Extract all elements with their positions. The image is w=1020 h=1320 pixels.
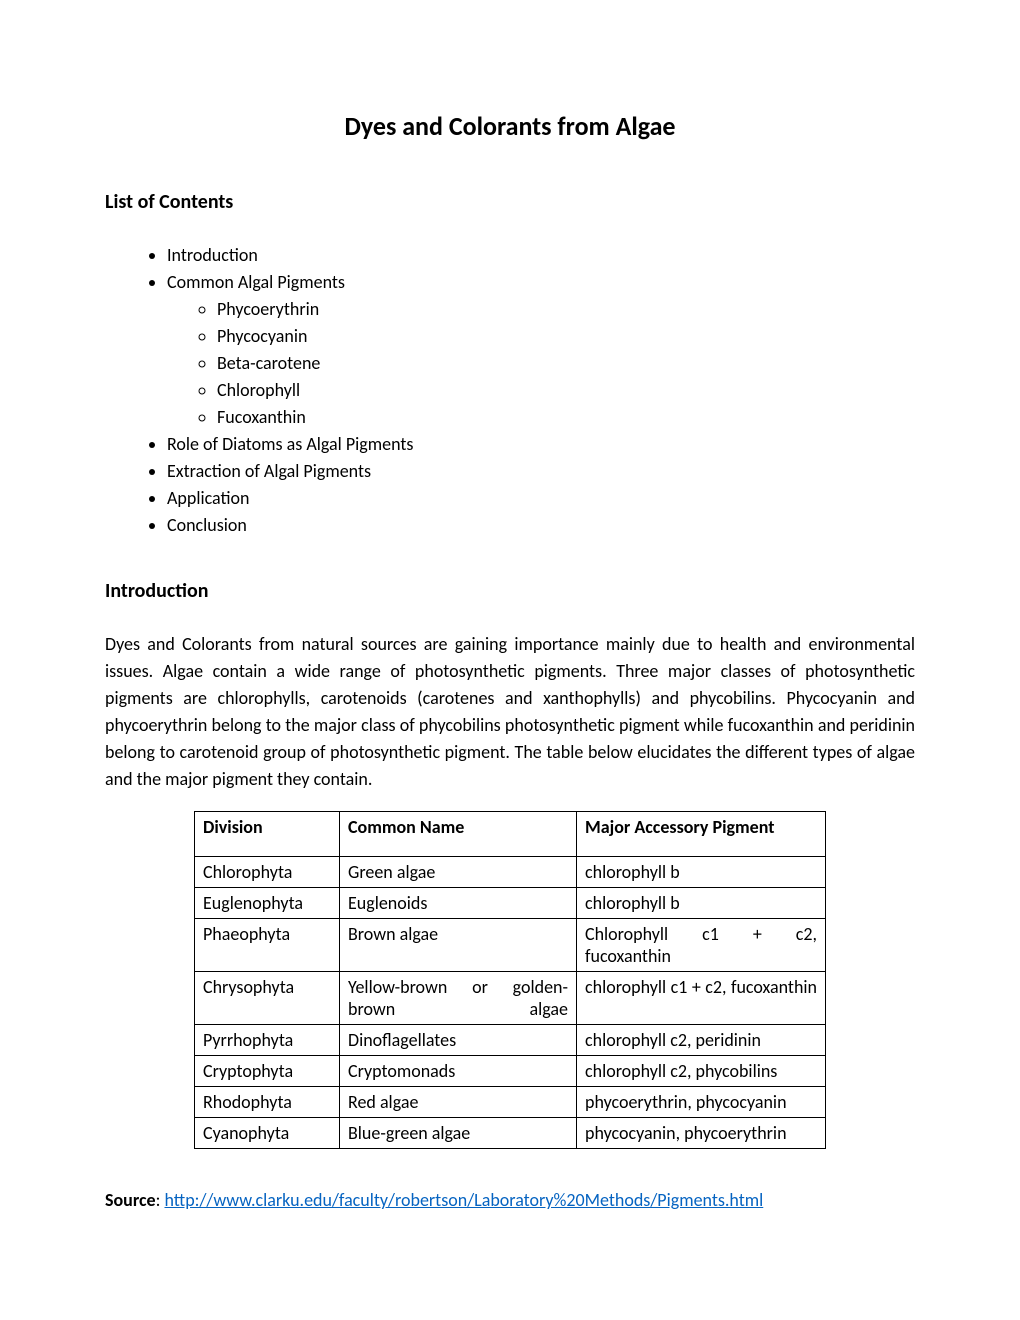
cell-pigment: chlorophyll b <box>577 857 826 888</box>
cell-pigment: phycocyanin, phycoerythrin <box>577 1118 826 1149</box>
cell-pigment: chlorophyll c2, phycobilins <box>577 1056 826 1087</box>
table-row: EuglenophytaEuglenoidschlorophyll b <box>195 888 826 919</box>
cell-pigment: Chlorophyll c1 + c2, fucoxanthin <box>577 919 826 972</box>
cell-division: Rhodophyta <box>195 1087 340 1118</box>
list-item: Fucoxanthin <box>217 404 915 431</box>
table-row: PyrrhophytaDinoflagellateschlorophyll c2… <box>195 1025 826 1056</box>
cell-pigment: chlorophyll c1 + c2, fucoxanthin <box>577 972 826 1025</box>
cell-common-name: Cryptomonads <box>340 1056 577 1087</box>
contents-heading: List of Contents <box>105 190 915 214</box>
list-item: Phycocyanin <box>217 323 915 350</box>
cell-division: Euglenophyta <box>195 888 340 919</box>
cell-division: Phaeophyta <box>195 919 340 972</box>
list-item: Conclusion <box>167 512 915 539</box>
cell-pigment: phycoerythrin, phycocyanin <box>577 1087 826 1118</box>
page-title: Dyes and Colorants from Algae <box>105 110 915 142</box>
table-row: CryptophytaCryptomonadschlorophyll c2, p… <box>195 1056 826 1087</box>
cell-common-name: Blue-green algae <box>340 1118 577 1149</box>
source-label: Source <box>105 1189 156 1211</box>
list-item: Chlorophyll <box>217 377 915 404</box>
table-row: CyanophytaBlue-green algaephycocyanin, p… <box>195 1118 826 1149</box>
introduction-heading: Introduction <box>105 579 915 603</box>
table-row: ChrysophytaYellow-brown or golden-brown … <box>195 972 826 1025</box>
table-body: ChlorophytaGreen algaechlorophyll bEugle… <box>195 857 826 1149</box>
cell-division: Chlorophyta <box>195 857 340 888</box>
list-item-label: Common Algal Pigments <box>167 271 345 293</box>
table-row: ChlorophytaGreen algaechlorophyll b <box>195 857 826 888</box>
table-row: PhaeophytaBrown algaeChlorophyll c1 + c2… <box>195 919 826 972</box>
cell-common-name: Euglenoids <box>340 888 577 919</box>
list-item: Role of Diatoms as Algal Pigments <box>167 431 915 458</box>
list-item: Phycoerythrin <box>217 296 915 323</box>
cell-division: Cryptophyta <box>195 1056 340 1087</box>
list-item: Application <box>167 485 915 512</box>
column-header-division: Division <box>195 812 340 857</box>
cell-pigment: chlorophyll c2, peridinin <box>577 1025 826 1056</box>
cell-common-name: Green algae <box>340 857 577 888</box>
cell-division: Pyrrhophyta <box>195 1025 340 1056</box>
list-item: Common Algal Pigments Phycoerythrin Phyc… <box>167 269 915 431</box>
table-header-row: Division Common Name Major Accessory Pig… <box>195 812 826 857</box>
cell-division: Cyanophyta <box>195 1118 340 1149</box>
list-item: Extraction of Algal Pigments <box>167 458 915 485</box>
table-row: RhodophytaRed algaephycoerythrin, phycoc… <box>195 1087 826 1118</box>
list-item: Introduction <box>167 242 915 269</box>
cell-common-name: Brown algae <box>340 919 577 972</box>
cell-division: Chrysophyta <box>195 972 340 1025</box>
cell-common-name: Dinoflagellates <box>340 1025 577 1056</box>
column-header-pigment: Major Accessory Pigment <box>577 812 826 857</box>
list-item: Beta-carotene <box>217 350 915 377</box>
contents-list: Introduction Common Algal Pigments Phyco… <box>105 242 915 539</box>
column-header-common-name: Common Name <box>340 812 577 857</box>
cell-pigment: chlorophyll b <box>577 888 826 919</box>
contents-sublist: Phycoerythrin Phycocyanin Beta-carotene … <box>167 296 915 431</box>
cell-common-name: Red algae <box>340 1087 577 1118</box>
source-link[interactable]: http://www.clarku.edu/faculty/robertson/… <box>164 1189 763 1211</box>
source-line: Source: http://www.clarku.edu/faculty/ro… <box>105 1189 915 1211</box>
cell-common-name: Yellow-brown or golden-brown algae <box>340 972 577 1025</box>
introduction-paragraph: Dyes and Colorants from natural sources … <box>105 631 915 793</box>
algae-pigments-table: Division Common Name Major Accessory Pig… <box>194 811 826 1149</box>
document-page: Dyes and Colorants from Algae List of Co… <box>0 0 1020 1320</box>
